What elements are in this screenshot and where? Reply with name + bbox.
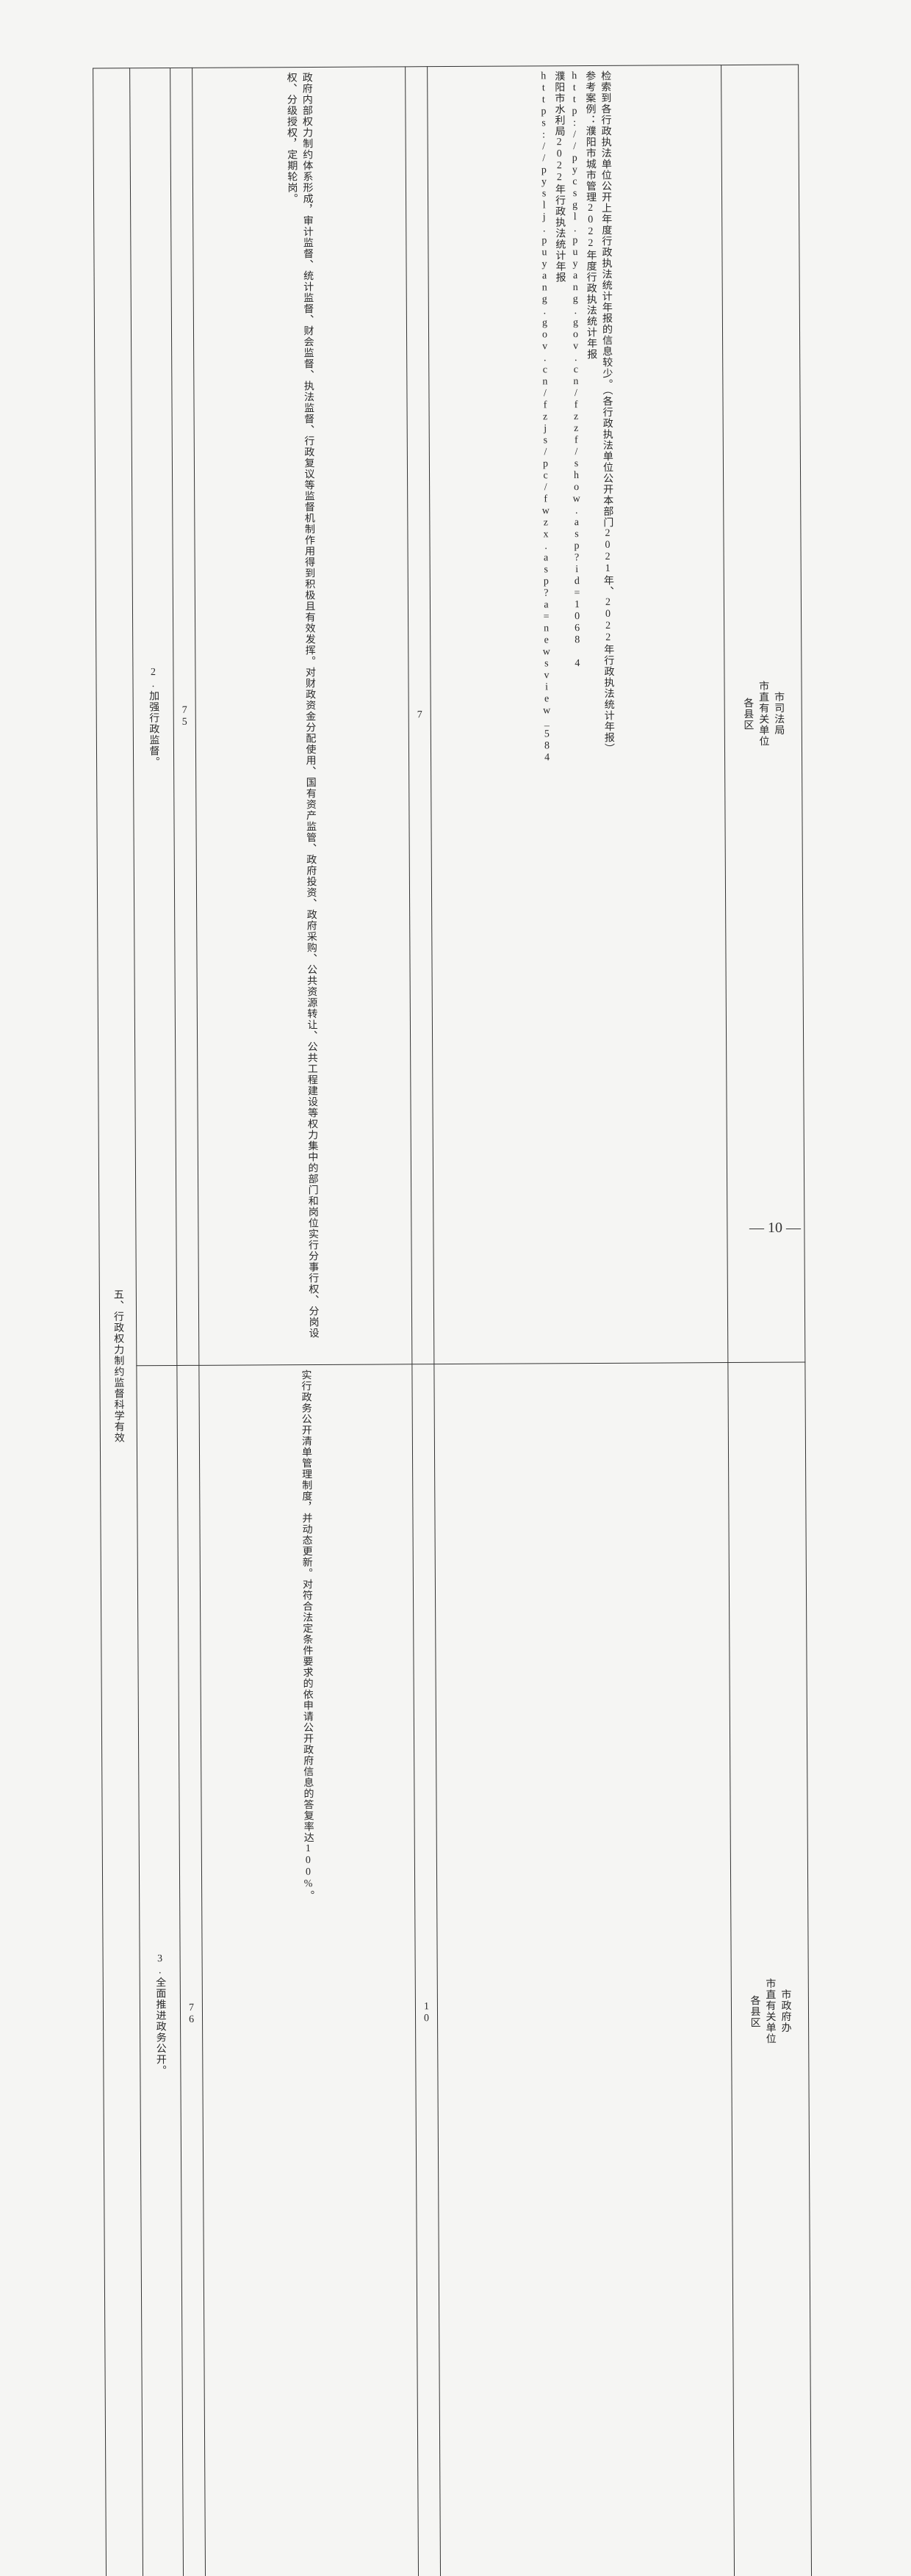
dept-cell: 市政府办 市直有关单位 各县区 bbox=[728, 1362, 812, 2576]
dept-cell: 市司法局 市直有关单位 各县区 bbox=[721, 65, 805, 1363]
score-value: 7 bbox=[408, 71, 431, 1359]
detail-text: 检索到各行政执法单位公开上年度行政执法统计年报的信息较少。（各行政执法单位公开本… bbox=[536, 70, 619, 1359]
page-number: — 10 — bbox=[749, 1220, 801, 1237]
subcategory-cell: 2.加强行政监督。 bbox=[130, 68, 177, 1365]
description-cell: 实行政务公开清单管理制度，并动态更新。对符合法定条件要求的依申请公开政府信息的答… bbox=[199, 1364, 419, 2576]
score-value: 10 bbox=[415, 1369, 437, 2576]
subcategory-cell: 3.全面推进政务公开。 bbox=[137, 1365, 184, 2576]
category-label: 五、行政权力制约监督科学有效 bbox=[107, 722, 129, 2010]
detail-text bbox=[581, 1368, 588, 2576]
subcategory-label: 2.加强行政监督。 bbox=[143, 73, 165, 1361]
row-number: 75 bbox=[173, 73, 195, 1361]
row-number: 76 bbox=[180, 1370, 202, 2576]
description-text: 实行政务公开清单管理制度，并动态更新。对符合法定条件要求的依申请公开政府信息的答… bbox=[298, 1370, 320, 2576]
subcategory-label: 3.全面推进政务公开。 bbox=[149, 1370, 171, 2576]
dept-text: 市政府办 市直有关单位 各县区 bbox=[743, 1367, 796, 2576]
dept-text: 市司法局 市直有关单位 各县区 bbox=[737, 70, 790, 1358]
detail-cell bbox=[434, 1363, 735, 2576]
description-cell: 政府内部权力制约体系形成，审计监督、统计监督、财会监督、执法监督、行政复议等监督… bbox=[192, 67, 412, 1365]
detail-cell: 检索到各行政执法单位公开上年度行政执法统计年报的信息较少。（各行政执法单位公开本… bbox=[428, 65, 728, 1364]
description-text: 政府内部权力制约体系形成，审计监督、统计监督、财会监督、执法监督、行政复议等监督… bbox=[284, 72, 321, 1360]
